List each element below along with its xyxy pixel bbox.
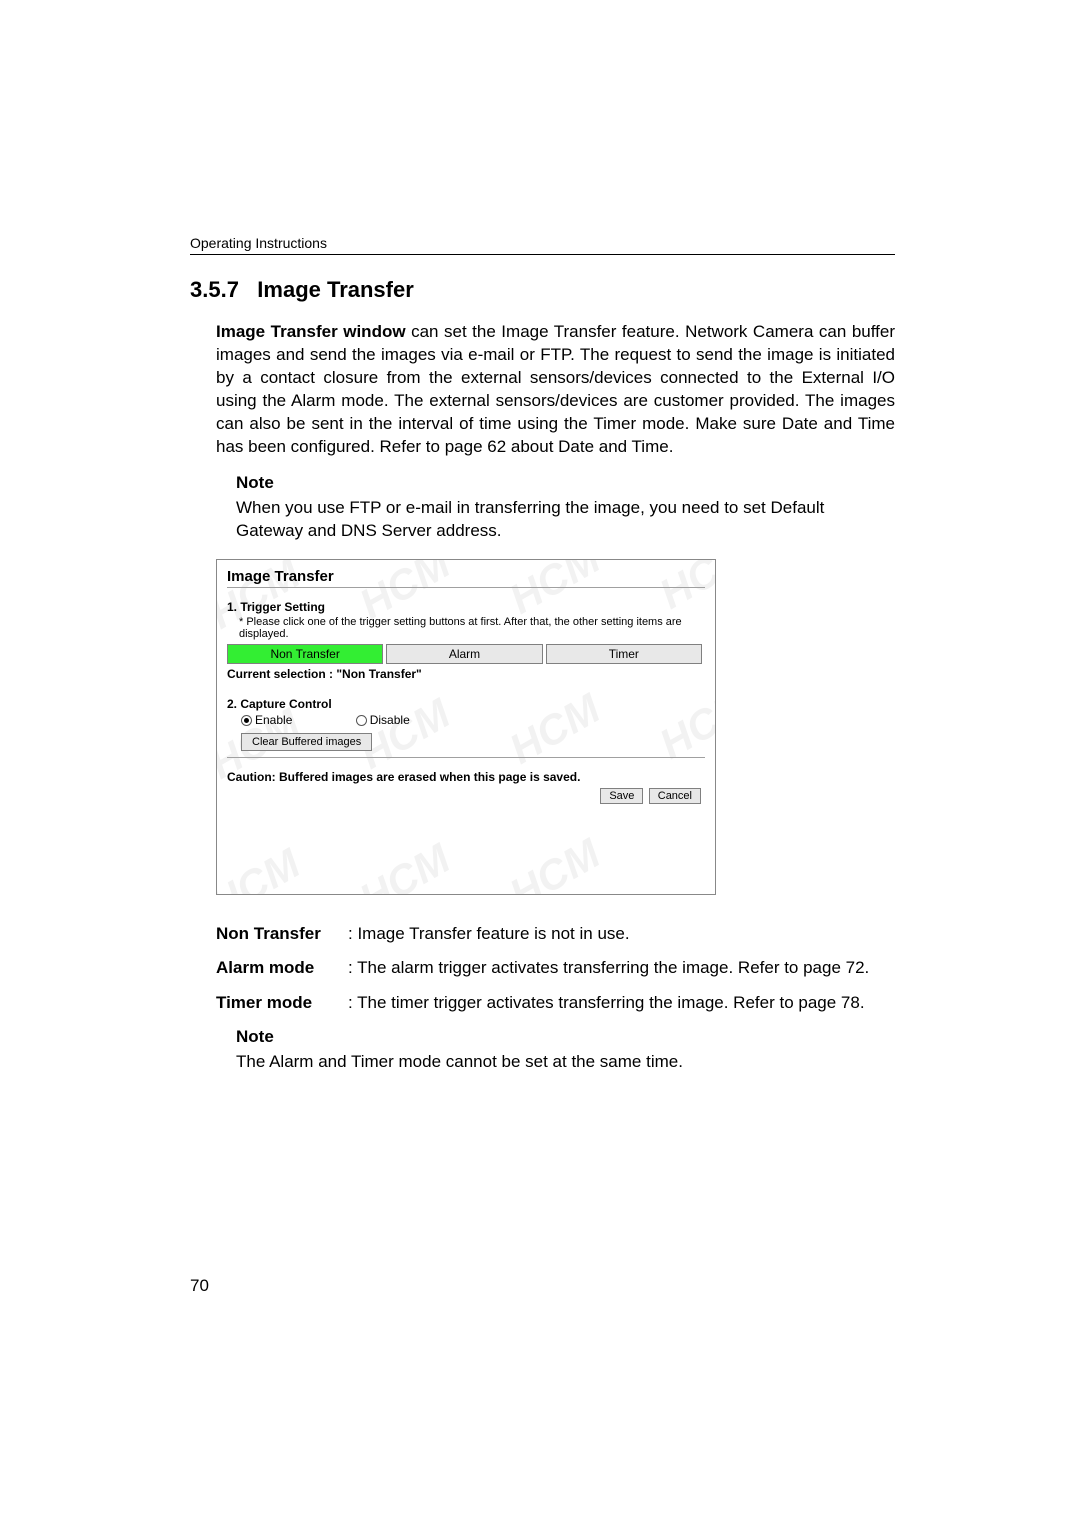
intro-lead-rest: can set the Image Transfer feature. Netw… — [216, 322, 895, 456]
image-transfer-screenshot: HCM HCM HCM HCM HCM HCM HCM HCM HCM HCM … — [216, 559, 716, 895]
capture-rule — [227, 757, 705, 758]
trigger-button-row: Non Transfer Alarm Timer — [227, 644, 705, 664]
running-header: Operating Instructions — [190, 235, 895, 251]
enable-radio[interactable]: Enable — [241, 713, 296, 727]
non-transfer-button[interactable]: Non Transfer — [227, 644, 383, 664]
capture-radio-row: Enable Disable — [241, 713, 705, 727]
disable-label: Disable — [370, 713, 410, 727]
header-rule — [190, 254, 895, 255]
enable-label: Enable — [255, 713, 292, 727]
def-term: Non Transfer — [216, 923, 348, 946]
alarm-button[interactable]: Alarm — [386, 644, 542, 664]
def-desc: : The alarm trigger activates transferri… — [348, 957, 895, 980]
capture-heading: 2. Capture Control — [227, 697, 705, 711]
section-heading: 3.5.7 Image Transfer — [190, 277, 895, 303]
section-number: 3.5.7 — [190, 277, 239, 302]
radio-icon — [241, 715, 252, 726]
clear-buffered-button[interactable]: Clear Buffered images — [241, 733, 372, 751]
def-term: Timer mode — [216, 992, 348, 1015]
section-title: Image Transfer — [257, 277, 414, 302]
cancel-button[interactable]: Cancel — [649, 788, 701, 804]
note1-label: Note — [236, 473, 895, 493]
save-cancel-row: Save Cancel — [227, 788, 701, 804]
page: Operating Instructions 3.5.7 Image Trans… — [0, 0, 1080, 1528]
title-rule — [227, 587, 705, 588]
def-non-transfer: Non Transfer : Image Transfer feature is… — [216, 923, 895, 946]
note1-text: When you use FTP or e-mail in transferri… — [236, 497, 895, 543]
def-term: Alarm mode — [216, 957, 348, 980]
def-alarm-mode: Alarm mode : The alarm trigger activates… — [216, 957, 895, 980]
radio-icon — [356, 715, 367, 726]
caution-text: Caution: Buffered images are erased when… — [227, 770, 705, 784]
trigger-helptext: * Please click one of the trigger settin… — [239, 616, 705, 640]
save-button[interactable]: Save — [600, 788, 643, 804]
clear-button-wrap: Clear Buffered images — [241, 733, 705, 751]
def-desc: : The timer trigger activates transferri… — [348, 992, 895, 1015]
page-number: 70 — [190, 1276, 209, 1296]
def-timer-mode: Timer mode : The timer trigger activates… — [216, 992, 895, 1015]
screenshot-title: Image Transfer — [227, 568, 705, 585]
current-selection-label: Current selection : "Non Transfer" — [227, 667, 705, 681]
intro-paragraph: Image Transfer window can set the Image … — [216, 321, 895, 459]
disable-radio[interactable]: Disable — [356, 713, 410, 727]
note2-label: Note — [236, 1027, 895, 1047]
screenshot-inner: Image Transfer 1. Trigger Setting * Plea… — [217, 560, 715, 812]
intro-lead-bold: Image Transfer window — [216, 322, 406, 341]
def-desc: : Image Transfer feature is not in use. — [348, 923, 895, 946]
note2-text: The Alarm and Timer mode cannot be set a… — [236, 1051, 895, 1074]
trigger-heading: 1. Trigger Setting — [227, 600, 705, 614]
timer-button[interactable]: Timer — [546, 644, 702, 664]
